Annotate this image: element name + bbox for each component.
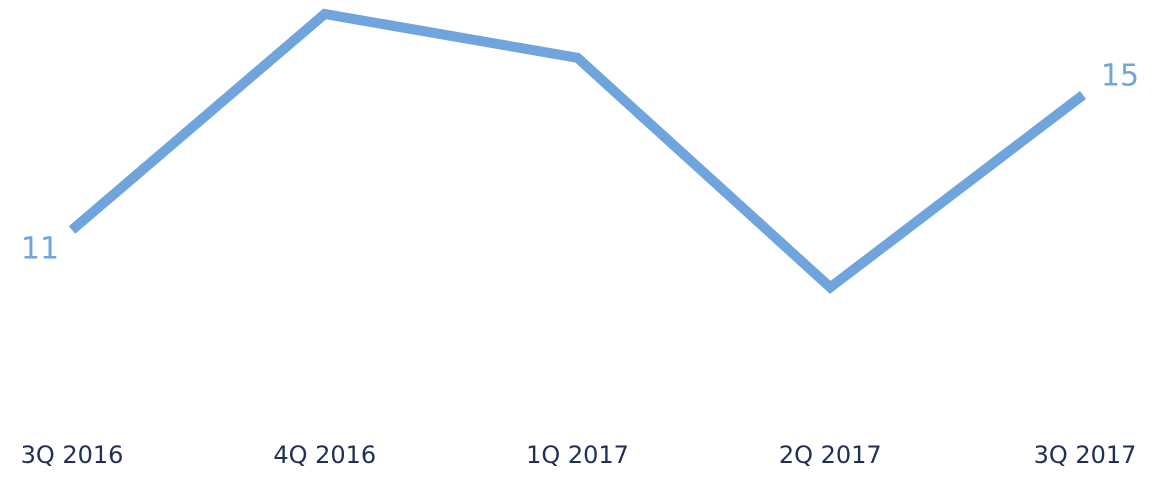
data-label: 11 bbox=[21, 231, 59, 266]
x-tick-label: 3Q 2016 bbox=[21, 441, 124, 469]
x-tick-label: 3Q 2017 bbox=[1034, 441, 1137, 469]
x-tick-label: 4Q 2016 bbox=[273, 441, 376, 469]
data-label: 15 bbox=[1101, 58, 1139, 93]
x-tick-label: 2Q 2017 bbox=[779, 441, 882, 469]
x-tick-label: 1Q 2017 bbox=[526, 441, 629, 469]
line bbox=[68, 8, 1087, 294]
